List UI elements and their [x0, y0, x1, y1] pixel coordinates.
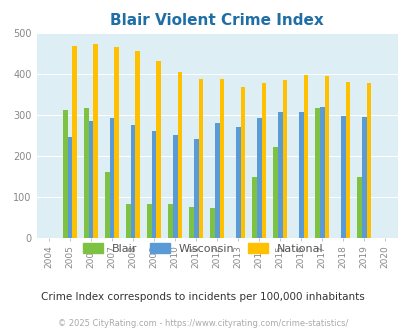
Bar — [315, 108, 319, 238]
Bar — [273, 147, 277, 238]
Bar — [147, 204, 151, 238]
Bar — [324, 76, 328, 238]
Bar — [114, 47, 119, 238]
Legend: Blair, Wisconsin, National: Blair, Wisconsin, National — [78, 239, 327, 258]
Bar — [319, 108, 324, 238]
Bar — [340, 115, 345, 238]
Bar — [126, 204, 130, 238]
Bar — [89, 121, 93, 238]
Bar — [282, 81, 286, 238]
Bar — [105, 172, 110, 238]
Bar — [345, 82, 350, 238]
Bar — [194, 139, 198, 238]
Bar — [168, 204, 173, 238]
Bar — [219, 79, 224, 238]
Bar — [235, 127, 240, 238]
Bar — [298, 113, 303, 238]
Bar — [156, 61, 161, 238]
Bar — [189, 207, 194, 238]
Text: © 2025 CityRating.com - https://www.cityrating.com/crime-statistics/: © 2025 CityRating.com - https://www.city… — [58, 319, 347, 328]
Bar — [93, 44, 98, 238]
Bar — [366, 82, 370, 238]
Title: Blair Violent Crime Index: Blair Violent Crime Index — [110, 13, 323, 28]
Bar — [151, 131, 156, 238]
Text: Crime Index corresponds to incidents per 100,000 inhabitants: Crime Index corresponds to incidents per… — [41, 292, 364, 302]
Bar — [252, 177, 256, 238]
Bar — [110, 118, 114, 238]
Bar — [210, 208, 214, 238]
Bar — [173, 135, 177, 238]
Bar — [303, 75, 307, 238]
Bar — [63, 110, 68, 238]
Bar — [198, 79, 202, 238]
Bar — [135, 51, 140, 238]
Bar — [72, 46, 77, 238]
Bar — [84, 108, 89, 238]
Bar — [68, 137, 72, 238]
Bar — [261, 83, 266, 238]
Bar — [361, 117, 366, 238]
Bar — [214, 123, 219, 238]
Bar — [256, 118, 261, 238]
Bar — [356, 177, 361, 238]
Bar — [130, 125, 135, 238]
Bar — [240, 87, 245, 238]
Bar — [177, 72, 182, 238]
Bar — [277, 113, 282, 238]
